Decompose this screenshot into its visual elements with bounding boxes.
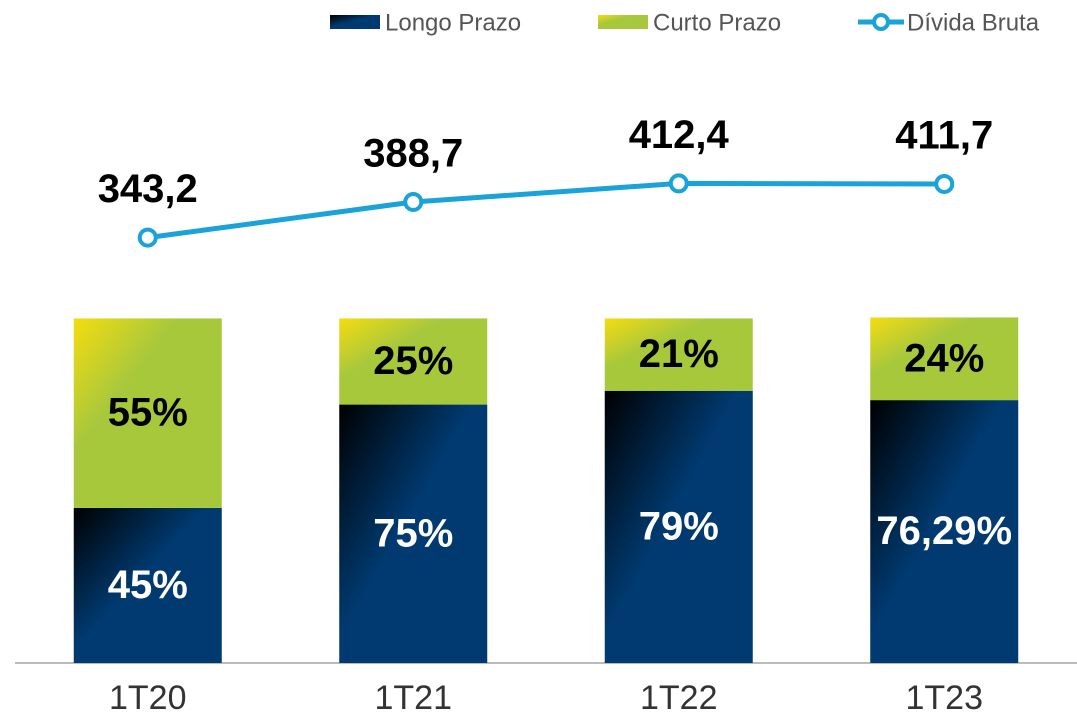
line-marker [934,173,955,194]
bar-segment [73,507,222,663]
bar-segment [604,318,753,391]
legend-label: Dívida Bruta [907,9,1040,36]
point-label: 388,7 [363,132,463,176]
bar-segment [339,404,488,663]
x-tick-label: 1T23 [906,679,984,717]
legend-swatch [598,15,648,29]
bar-label: 24% [904,336,984,380]
legend-label: Curto Prazo [653,9,781,36]
line-marker [137,227,158,248]
legend-label: Longo Prazo [385,9,521,36]
legend-marker [872,13,890,31]
line-marker [403,191,424,212]
line [147,180,945,241]
bar-segment [339,318,488,405]
line-marker [668,173,689,194]
legend-swatch [330,15,380,29]
bar-segment [604,390,753,663]
point-label: 343,2 [98,167,198,211]
bar-label: 25% [373,339,453,383]
x-tick-label: 1T22 [640,679,718,717]
bar-label: 75% [373,511,453,555]
bar-segment [73,318,222,508]
bar-label: 79% [639,504,719,548]
x-tick-label: 1T20 [109,679,187,717]
point-label: 411,7 [895,114,993,158]
bar-label: 45% [108,563,188,607]
bar-label: 55% [108,391,188,435]
bar-label: 76,29% [876,509,1012,553]
bar-segment [870,317,1019,401]
bar-label: 21% [639,332,719,376]
x-tick-label: 1T21 [375,679,453,717]
point-label: 412,4 [629,113,730,157]
bar-segment [870,400,1019,663]
